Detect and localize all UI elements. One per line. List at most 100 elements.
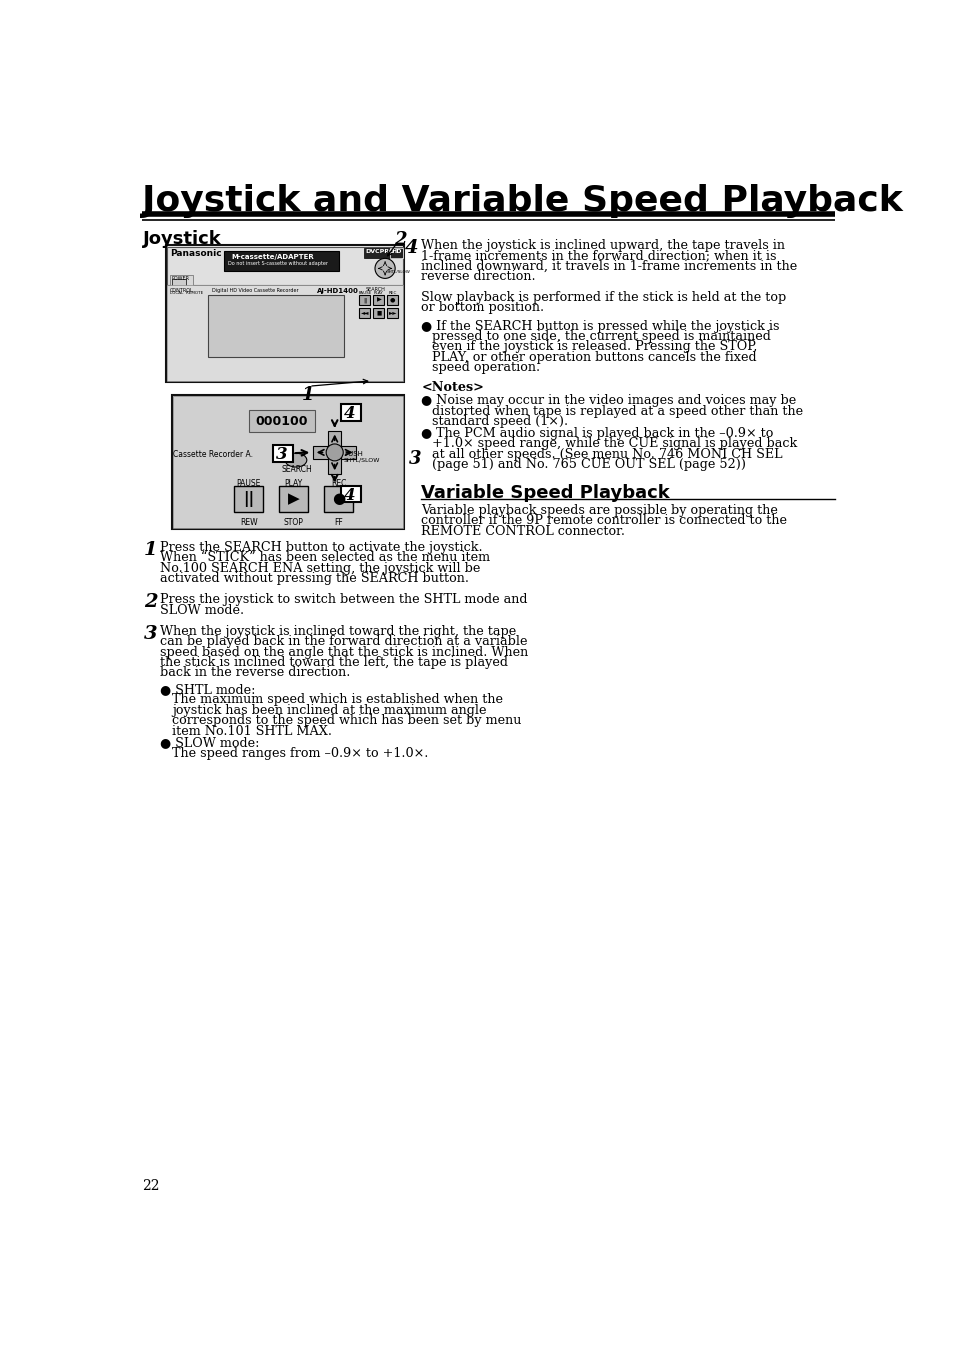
Bar [390, 247, 402, 258]
Bar [328, 431, 340, 474]
Text: PUSH: PUSH [344, 451, 362, 457]
Text: Slow playback is performed if the stick is held at the top: Slow playback is performed if the stick … [421, 290, 786, 304]
Text: 1: 1 [301, 386, 314, 404]
Text: activated without pressing the SEARCH button.: activated without pressing the SEARCH bu… [159, 571, 468, 585]
Bar [364, 247, 401, 258]
Bar [167, 285, 402, 381]
Text: 4: 4 [404, 239, 417, 257]
Text: SLOW mode.: SLOW mode. [159, 604, 243, 616]
Text: ||: || [362, 297, 367, 303]
Text: <Notes>: <Notes> [421, 381, 484, 393]
Bar [313, 446, 356, 458]
Text: PAUSE: PAUSE [236, 478, 260, 488]
Text: Press the SEARCH button to activate the joystick.: Press the SEARCH button to activate the … [159, 540, 481, 554]
Text: Panasonic: Panasonic [171, 249, 222, 258]
Text: speed based on the angle that the stick is inclined. When: speed based on the angle that the stick … [159, 646, 527, 659]
Circle shape [375, 258, 395, 278]
Bar [172, 280, 186, 288]
Text: ▶: ▶ [288, 492, 299, 507]
Text: SHTL/SLOW: SHTL/SLOW [344, 457, 380, 462]
Text: Do not insert S-cassette without adapter: Do not insert S-cassette without adapter [228, 262, 328, 266]
Text: ● SHTL mode:: ● SHTL mode: [159, 684, 254, 696]
Bar [273, 444, 293, 462]
Text: CONTROL: CONTROL [170, 288, 193, 293]
Text: standard speed (1×).: standard speed (1×). [432, 415, 568, 428]
Ellipse shape [285, 453, 307, 467]
Text: ||: || [243, 490, 254, 507]
Bar [359, 296, 370, 304]
Text: 4: 4 [344, 405, 355, 423]
Text: PLAY, or other operation buttons cancels the fixed: PLAY, or other operation buttons cancels… [432, 351, 756, 363]
Text: M-cassette/ADAPTER: M-cassette/ADAPTER [232, 254, 314, 259]
Text: distorted when tape is replayed at a speed other than the: distorted when tape is replayed at a spe… [432, 405, 802, 417]
Text: (page 51) and No. 765 CUE OUT SEL (page 52)): (page 51) and No. 765 CUE OUT SEL (page … [432, 458, 745, 471]
Bar [387, 296, 397, 304]
Text: Cassette Recorder A.: Cassette Recorder A. [173, 450, 253, 459]
Bar [278, 485, 308, 512]
Text: POWER: POWER [172, 276, 190, 281]
Text: ■: ■ [375, 311, 381, 316]
Bar [233, 485, 263, 512]
Text: +1.0× speed range, while the CUE signal is played back: +1.0× speed range, while the CUE signal … [432, 438, 797, 450]
Text: or bottom position.: or bottom position. [421, 301, 544, 315]
Bar [359, 308, 370, 317]
Text: can be played back in the forward direction at a variable: can be played back in the forward direct… [159, 635, 526, 648]
Text: DVCPRO: DVCPRO [365, 249, 394, 254]
Text: REW: REW [239, 517, 257, 527]
Bar [323, 485, 353, 512]
Bar [373, 296, 384, 304]
Text: SEARCH: SEARCH [365, 286, 385, 292]
Bar [173, 396, 402, 528]
Text: corresponds to the speed which has been set by menu: corresponds to the speed which has been … [172, 715, 520, 727]
Text: AJ-HD1400: AJ-HD1400 [316, 288, 358, 295]
Circle shape [326, 444, 343, 461]
Text: item No.101 SHTL MAX.: item No.101 SHTL MAX. [172, 724, 332, 738]
Text: reverse direction.: reverse direction. [421, 270, 536, 284]
Text: FF: FF [334, 517, 342, 527]
Text: Digital HD Video Cassette Recorder: Digital HD Video Cassette Recorder [212, 288, 298, 293]
Text: 3: 3 [409, 450, 421, 467]
Bar [170, 274, 193, 290]
Text: REC: REC [388, 290, 396, 295]
Text: No.100 SEARCH ENA setting, the joystick will be: No.100 SEARCH ENA setting, the joystick … [159, 562, 479, 574]
Text: PAUSE: PAUSE [358, 290, 372, 295]
Text: joystick has been inclined at the maximum angle: joystick has been inclined at the maximu… [172, 704, 486, 717]
Text: 22: 22 [142, 1178, 160, 1193]
Text: 1-frame increments in the forward direction; when it is: 1-frame increments in the forward direct… [421, 250, 776, 262]
Text: at all other speeds. (See menu No. 746 MONI CH SEL: at all other speeds. (See menu No. 746 M… [432, 447, 782, 461]
Text: 3: 3 [275, 446, 287, 463]
Text: 3: 3 [144, 626, 157, 643]
Text: 4: 4 [344, 488, 355, 504]
Text: PLAY: PLAY [374, 290, 383, 295]
Text: 1: 1 [144, 540, 157, 559]
Text: speed operation.: speed operation. [432, 361, 540, 374]
Text: inclined downward, it travels in 1-frame increments in the: inclined downward, it travels in 1-frame… [421, 259, 797, 273]
Bar [373, 308, 384, 317]
Bar [340, 404, 360, 422]
Bar [167, 247, 402, 285]
Text: ●: ● [390, 297, 395, 303]
Text: ● The PCM audio signal is played back in the –0.9× to: ● The PCM audio signal is played back in… [421, 427, 773, 440]
Bar [172, 394, 404, 530]
Text: 000100: 000100 [255, 415, 308, 428]
Text: ▶: ▶ [376, 297, 381, 303]
Text: STOP: STOP [283, 517, 303, 527]
Text: 2: 2 [144, 593, 157, 611]
Bar [208, 296, 344, 357]
Bar [249, 411, 315, 431]
Text: When the joystick is inclined toward the right, the tape: When the joystick is inclined toward the… [159, 626, 516, 638]
Text: REC: REC [331, 478, 346, 488]
Text: ◄◄: ◄◄ [360, 311, 369, 316]
Text: the stick is inclined toward the left, the tape is played: the stick is inclined toward the left, t… [159, 657, 507, 669]
Text: LOCAL  REMOTE: LOCAL REMOTE [170, 292, 203, 296]
Text: Joystick: Joystick [142, 230, 221, 247]
Bar [387, 308, 397, 317]
Text: ● If the SEARCH button is pressed while the joystick is: ● If the SEARCH button is pressed while … [421, 320, 780, 332]
Text: Variable playback speeds are possible by operating the: Variable playback speeds are possible by… [421, 504, 778, 517]
Text: controller if the 9P remote controller is connected to the: controller if the 9P remote controller i… [421, 515, 786, 527]
Text: ● Noise may occur in the video images and voices may be: ● Noise may occur in the video images an… [421, 394, 796, 407]
Text: ►►: ►► [388, 311, 396, 316]
Text: SHTL/SLOW: SHTL/SLOW [386, 270, 410, 274]
Text: Variable Speed Playback: Variable Speed Playback [421, 484, 670, 503]
Text: SEARCH: SEARCH [282, 465, 313, 474]
